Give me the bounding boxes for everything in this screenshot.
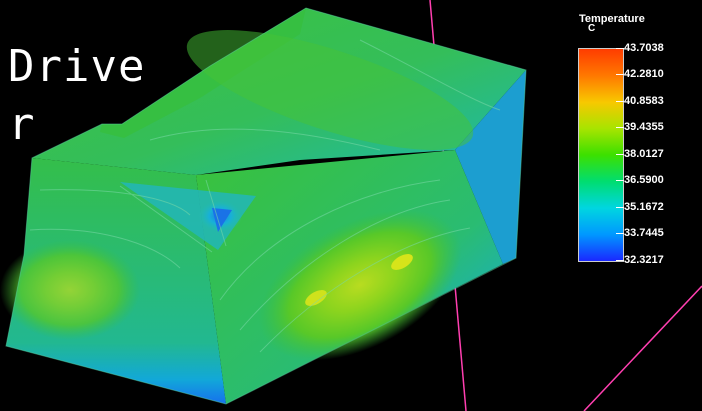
legend-label: 40.8583 xyxy=(624,95,664,107)
legend-label: 39.4355 xyxy=(624,121,664,133)
warm-region-top xyxy=(186,30,474,150)
legend-tick xyxy=(616,207,624,208)
legend-color-bar xyxy=(578,48,624,262)
legend-tick xyxy=(616,233,624,234)
legend-tick xyxy=(616,127,624,128)
legend-label-min: 32.3217 xyxy=(624,254,664,266)
legend-tick xyxy=(616,48,624,49)
contour-lines xyxy=(29,39,501,353)
legend-tick xyxy=(616,260,624,261)
legend-title: Temperature xyxy=(579,13,645,25)
legend-tick xyxy=(616,154,624,155)
legend-tick xyxy=(616,74,624,75)
temperature-legend: Temperature C 43.7038 42.2810 40.8583 39… xyxy=(572,14,700,272)
axis-line-2 xyxy=(583,285,702,411)
hot-spot-core-2 xyxy=(305,290,327,306)
legend-tick xyxy=(616,101,624,102)
legend-label: 35.1672 xyxy=(624,201,664,213)
hot-region-right xyxy=(258,209,462,361)
legend-label: 42.2810 xyxy=(624,68,664,80)
hot-spot-core-1 xyxy=(391,254,413,270)
legend-label: 38.0127 xyxy=(624,148,664,160)
legend-unit: C xyxy=(588,23,596,34)
view-title-overlay: Driver xyxy=(8,41,146,150)
legend-label-max: 43.7038 xyxy=(624,42,664,54)
legend-label: 33.7445 xyxy=(624,227,664,239)
legend-label: 36.5900 xyxy=(624,174,664,186)
legend-tick xyxy=(616,180,624,181)
cold-core xyxy=(212,208,232,232)
warm-region-left xyxy=(0,240,140,340)
model-edge-outline xyxy=(5,7,527,405)
model-right-end-face xyxy=(455,70,526,264)
